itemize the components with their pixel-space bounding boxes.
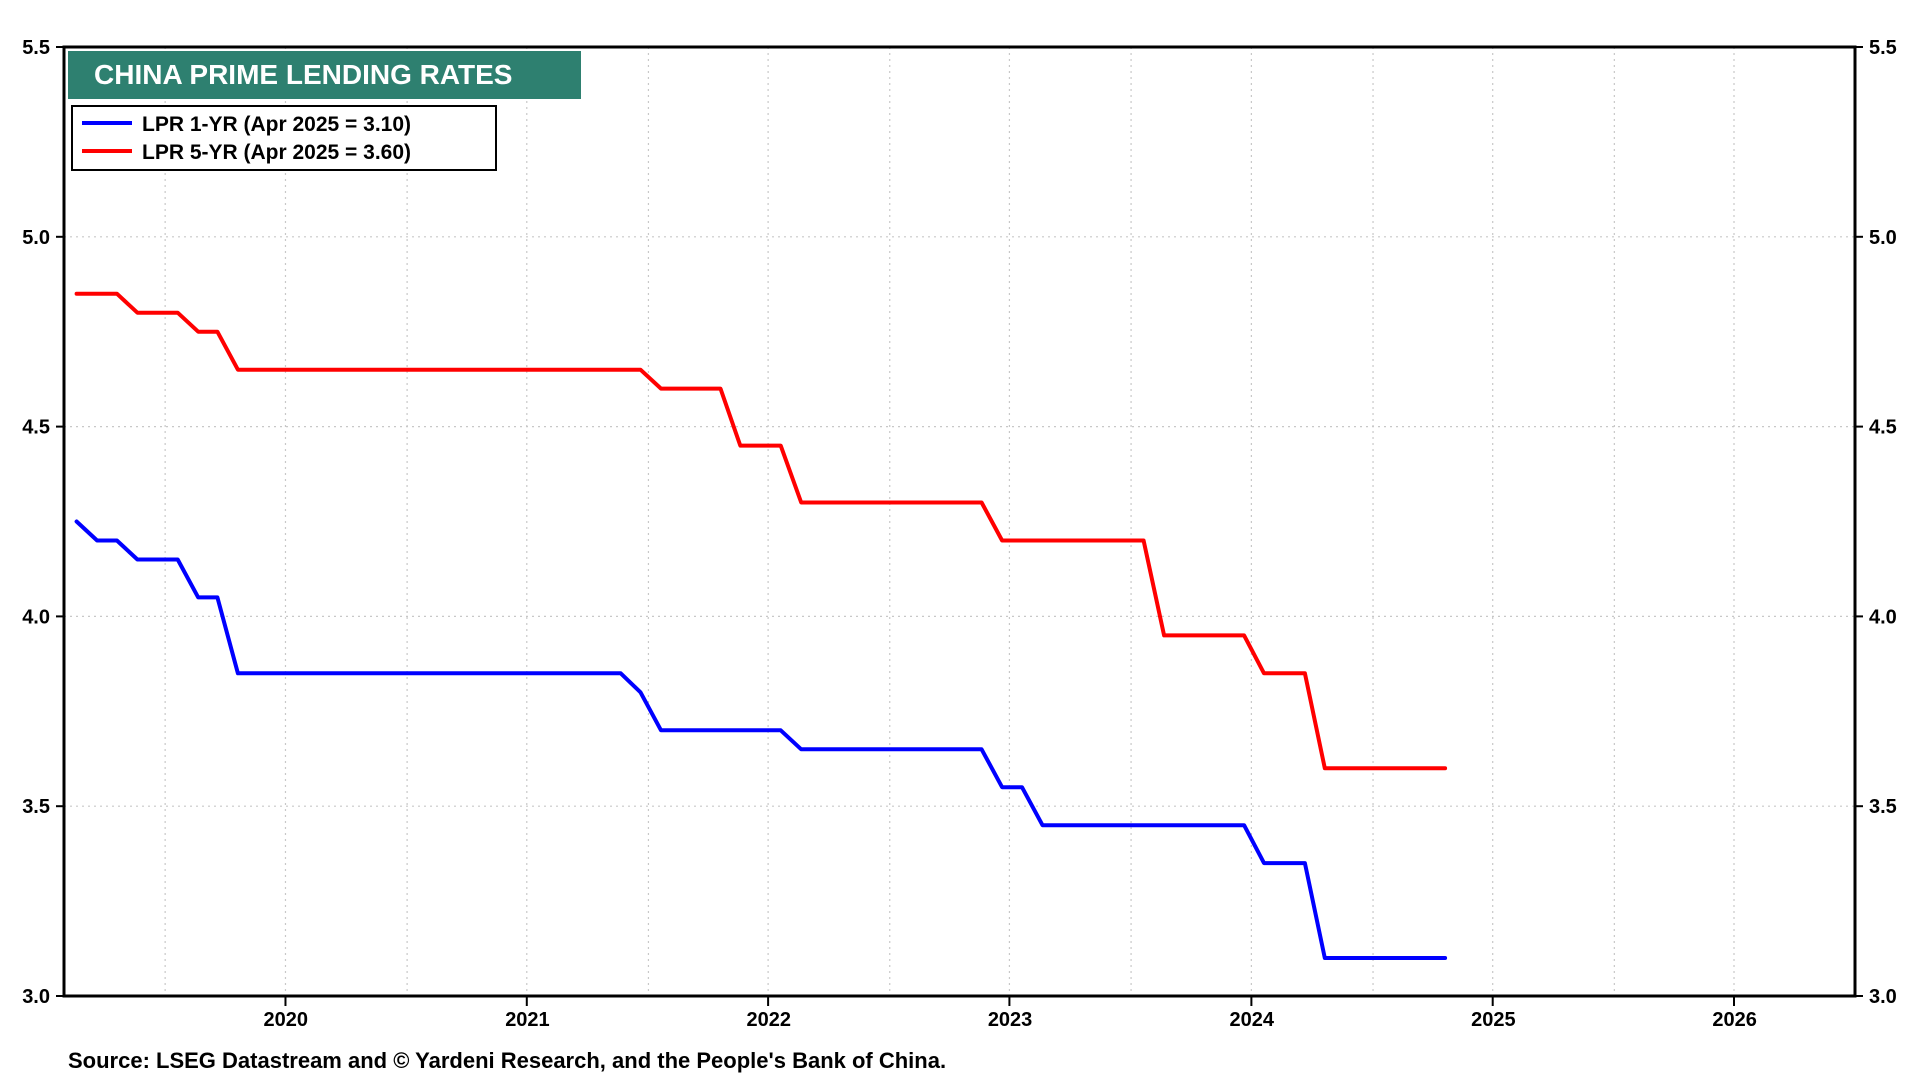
x-tick-label: 2025: [1471, 1009, 1516, 1031]
x-tick-label: 2023: [988, 1009, 1033, 1031]
y-tick-label-left: 3.0: [22, 986, 50, 1008]
legend-label-lpr-5yr: LPR 5-YR (Apr 2025 = 3.60): [142, 141, 411, 164]
y-tick-label-left: 5.5: [22, 37, 50, 59]
gridlines: [64, 47, 1855, 996]
title-background: [68, 51, 581, 99]
y-axis-ticks: 3.0 3.0 3.5 3.5 4.0 4.0 4.5 4.5 5.0 5.0 5.5 5.5: [22, 37, 1897, 1008]
legend-box: [71, 105, 497, 171]
y-tick-label-right: 5.5: [1869, 37, 1897, 59]
x-tick-label: 2020: [264, 1009, 309, 1031]
source-note: Source: LSEG Datastream and © Yardeni Re…: [68, 1048, 947, 1073]
y-tick-label-right: 4.0: [1869, 606, 1897, 628]
plot-frame: [62, 45, 1857, 998]
y-tick-label-right: 4.5: [1869, 417, 1897, 439]
chart-title: CHINA PRIME LENDING RATES: [94, 59, 512, 90]
y-tick-label-right: 3.0: [1869, 986, 1897, 1008]
series-line-lpr-1yr: [74, 519, 1448, 960]
y-tick-label-left: 4.0: [22, 606, 50, 628]
legend-label-lpr-1yr: LPR 1-YR (Apr 2025 = 3.10): [142, 113, 411, 136]
title-box: CHINA PRIME LENDING RATES: [68, 51, 581, 99]
y-tick-label-left: 3.5: [22, 796, 50, 818]
y-tick-label-left: 4.5: [22, 417, 50, 439]
legend: LPR 1-YR (Apr 2025 = 3.10) LPR 5-YR (Apr…: [71, 105, 497, 171]
x-tick-label: 2026: [1712, 1009, 1757, 1031]
x-tick-label: 2021: [505, 1009, 550, 1031]
x-axis-ticks: 2020 2021 2022 2023 2024 2025 2026: [264, 996, 1757, 1031]
y-tick-label-right: 5.0: [1869, 227, 1897, 249]
x-tick-label: 2024: [1229, 1009, 1274, 1031]
y-tick-label-left: 5.0: [22, 227, 50, 249]
y-tick-label-right: 3.5: [1869, 796, 1897, 818]
x-tick-label: 2022: [747, 1009, 792, 1031]
series-line-lpr-5yr: [74, 291, 1448, 771]
series-lines: [74, 291, 1448, 960]
